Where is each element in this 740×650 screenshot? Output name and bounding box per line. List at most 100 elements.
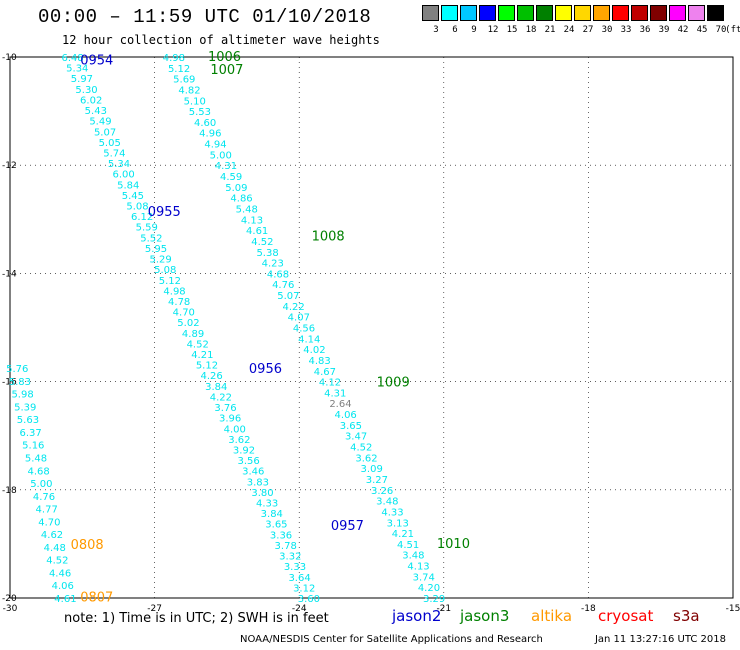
wave-height-value: 5.69 xyxy=(173,75,195,86)
wave-height-value: 4.13 xyxy=(407,562,429,573)
wave-height-value: 5.45 xyxy=(122,191,144,202)
wave-height-value: 3.48 xyxy=(376,497,398,508)
colorbar-label: 45 xyxy=(696,25,708,35)
colorbar-swatch xyxy=(707,5,724,21)
wave-height-value: 3.64 xyxy=(288,573,310,584)
satellite-s3a: s3a xyxy=(673,607,700,625)
wave-height-value: 5.49 xyxy=(89,117,111,128)
x-tick-label: -30 xyxy=(3,604,18,614)
wave-height-value: 3.62 xyxy=(228,435,250,446)
wave-height-value: 6.12 xyxy=(131,212,153,223)
wave-height-value: 6.02 xyxy=(80,95,102,106)
wave-height-value: 5.02 xyxy=(177,318,199,329)
wave-height-value: 4.98 xyxy=(163,53,185,64)
colorbar-swatch xyxy=(422,5,439,21)
pass-time-label: 1008 xyxy=(312,230,345,245)
colorbar-label: 18 xyxy=(525,25,537,35)
x-tick-label: -21 xyxy=(436,604,451,614)
wave-height-value: 3.27 xyxy=(366,475,388,486)
wave-height-value: 5.84 xyxy=(117,180,139,191)
colorbar-swatch xyxy=(441,5,458,21)
wave-height-value: 5.83 xyxy=(9,377,31,388)
wave-height-value: 6.37 xyxy=(19,428,41,439)
wave-height-value: 4.61 xyxy=(54,594,76,605)
wave-height-value: 5.52 xyxy=(140,233,162,244)
x-tick-label: -15 xyxy=(726,604,740,614)
wave-height-value: 2.64 xyxy=(329,399,351,410)
wave-height-value: 5.63 xyxy=(17,415,39,426)
wave-height-value: 5.12 xyxy=(168,64,190,75)
wave-height-value: 3.33 xyxy=(284,562,306,573)
wave-height-value: 3.84 xyxy=(261,509,283,520)
wave-height-value: 4.78 xyxy=(168,297,190,308)
wave-height-value: 3.26 xyxy=(371,486,393,497)
x-tick-label: -18 xyxy=(581,604,596,614)
wave-height-value: 4.31 xyxy=(324,388,346,399)
wave-height-value: 3.92 xyxy=(233,445,255,456)
wave-height-value: 4.56 xyxy=(293,324,315,335)
chart-title: 00:00 – 11:59 UTC 01/10/2018 xyxy=(38,6,372,28)
wave-height-value: 5.30 xyxy=(75,85,97,96)
wave-height-value: 3.62 xyxy=(355,453,377,464)
y-tick-label: -12 xyxy=(2,161,17,171)
pass-time-label: 1007 xyxy=(210,63,243,78)
wave-height-value: 4.33 xyxy=(256,499,278,510)
wave-height-value: 4.20 xyxy=(418,583,440,594)
wave-height-value: 3.12 xyxy=(293,583,315,594)
wave-height-value: 4.68 xyxy=(267,269,289,280)
wave-height-value: 3.65 xyxy=(265,520,287,531)
wave-height-value: 4.76 xyxy=(272,280,294,291)
wave-height-value: 4.52 xyxy=(46,556,68,567)
wave-height-value: 4.00 xyxy=(224,424,246,435)
wave-height-value: 3.96 xyxy=(219,414,241,425)
wave-height-value: 5.09 xyxy=(225,183,247,194)
colorbar-label: 9 xyxy=(471,25,477,35)
colorbar-swatch xyxy=(669,5,686,21)
colorbar-swatch xyxy=(688,5,705,21)
pass-time-label: 0807 xyxy=(80,590,113,605)
wave-height-value: 4.21 xyxy=(392,529,414,540)
satellite-cryosat: cryosat xyxy=(598,607,654,625)
wave-height-value: 5.98 xyxy=(11,390,33,401)
wave-height-value: 4.96 xyxy=(199,129,221,140)
y-tick-label: -20 xyxy=(2,594,17,604)
colorbar-label: 27 xyxy=(582,25,594,35)
wave-height-value: 4.70 xyxy=(38,517,60,528)
wave-height-value: 4.13 xyxy=(241,215,263,226)
wave-height-value: 4.07 xyxy=(288,313,310,324)
colorbar-swatch xyxy=(517,5,534,21)
wave-height-value: 5.76 xyxy=(6,364,28,375)
colorbar-swatch xyxy=(498,5,515,21)
wave-height-value: 3.47 xyxy=(345,432,367,443)
wave-height-value: 4.68 xyxy=(28,466,50,477)
wave-height-value: 4.52 xyxy=(187,339,209,350)
wave-height-value: 4.23 xyxy=(262,259,284,270)
pass-time-label: 0956 xyxy=(249,362,282,377)
wave-height-value: 5.12 xyxy=(196,361,218,372)
wave-height-value: 5.53 xyxy=(189,107,211,118)
wave-height-value: 6.48 xyxy=(62,53,84,64)
colorbar-swatch xyxy=(536,5,553,21)
wave-height-value: 4.89 xyxy=(182,329,204,340)
wave-height-value: 3.74 xyxy=(413,572,435,583)
wave-height-value: 4.02 xyxy=(303,345,325,356)
colorbar-label: 6 xyxy=(452,25,458,35)
colorbar-swatch xyxy=(631,5,648,21)
wave-height-value: 6.00 xyxy=(112,170,134,181)
wave-height-value: 3.78 xyxy=(275,541,297,552)
colorbar-label: 15 xyxy=(506,25,518,35)
wave-height-value: 3.36 xyxy=(270,530,292,541)
x-tick-label: -24 xyxy=(292,604,307,614)
wave-height-value: 5.08 xyxy=(154,265,176,276)
colorbar-label: 3 xyxy=(433,25,439,35)
wave-height-value: 4.26 xyxy=(200,371,222,382)
pass-time-label: 0954 xyxy=(80,54,113,69)
wave-height-value: 4.86 xyxy=(230,194,252,205)
wave-height-value: 3.46 xyxy=(242,467,264,478)
wave-height-value: 4.22 xyxy=(210,392,232,403)
wave-height-value: 5.34 xyxy=(108,159,130,170)
wave-height-value: 4.14 xyxy=(298,334,320,345)
pass-time-label: 1009 xyxy=(377,376,410,391)
wave-height-value: 5.12 xyxy=(159,276,181,287)
colorbar-swatch xyxy=(460,5,477,21)
